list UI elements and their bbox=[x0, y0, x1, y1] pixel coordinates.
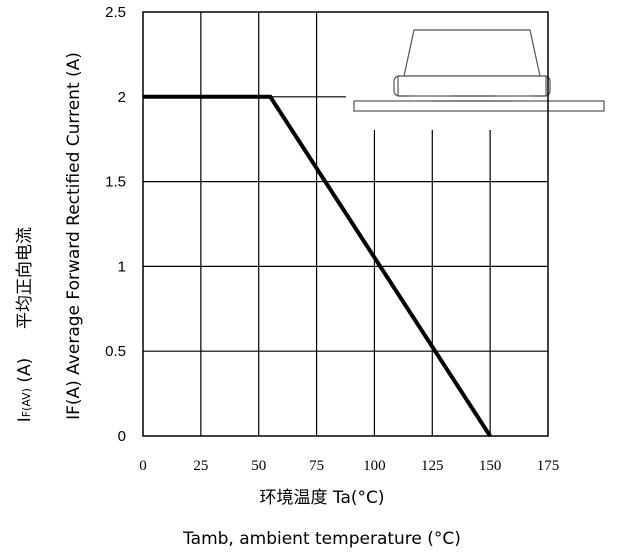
y-axis-label-english: IF(A) Average Forward Rectified Current … bbox=[64, 52, 84, 420]
y-tick-label: 1 bbox=[118, 258, 126, 275]
x-tick-label: 75 bbox=[309, 458, 324, 474]
y-tick-labels: 0 0.5 1 1.5 2 2.5 bbox=[105, 4, 126, 445]
x-tick-label: 175 bbox=[537, 458, 560, 474]
y-axis-label-symbol: IF(AV) (A) bbox=[15, 358, 35, 423]
y-tick-label: 0.5 bbox=[105, 343, 126, 360]
x-axis-label: 环境温度 Ta(°C) bbox=[259, 488, 384, 508]
y-axis-symbol-subscript: F(AV) bbox=[20, 388, 33, 417]
x-tick-label: 25 bbox=[193, 458, 208, 474]
y-axis-symbol-main: I bbox=[15, 417, 35, 422]
package-body-bottom bbox=[397, 75, 547, 97]
x-axis-label-english: Tamb, ambient temperature (°C) bbox=[182, 529, 461, 549]
smd-package-icon bbox=[353, 29, 605, 112]
plot-frame bbox=[142, 11, 549, 437]
x-tick-label: 125 bbox=[421, 458, 444, 474]
y-axis-symbol-unit: (A) bbox=[15, 358, 35, 388]
series-line bbox=[143, 94, 492, 438]
y-tick-label: 2.5 bbox=[105, 4, 126, 21]
package-body-top bbox=[403, 29, 541, 77]
x-tick-label: 150 bbox=[479, 458, 502, 474]
y-tick-label: 1.5 bbox=[105, 174, 126, 191]
y-tick-label: 2 bbox=[118, 89, 126, 106]
x-tick-labels: 0 25 50 75 100 125 150 175 bbox=[139, 458, 559, 474]
series bbox=[143, 94, 492, 438]
left-lead bbox=[393, 75, 410, 97]
x-tick-label: 0 bbox=[139, 458, 147, 474]
y-axis-label-chinese: 平均正向电流 bbox=[15, 227, 35, 329]
package-inset bbox=[346, 8, 616, 130]
y-tick-label: 0 bbox=[118, 428, 126, 445]
x-tick-label: 100 bbox=[363, 458, 386, 474]
x-tick-label: 50 bbox=[251, 458, 266, 474]
